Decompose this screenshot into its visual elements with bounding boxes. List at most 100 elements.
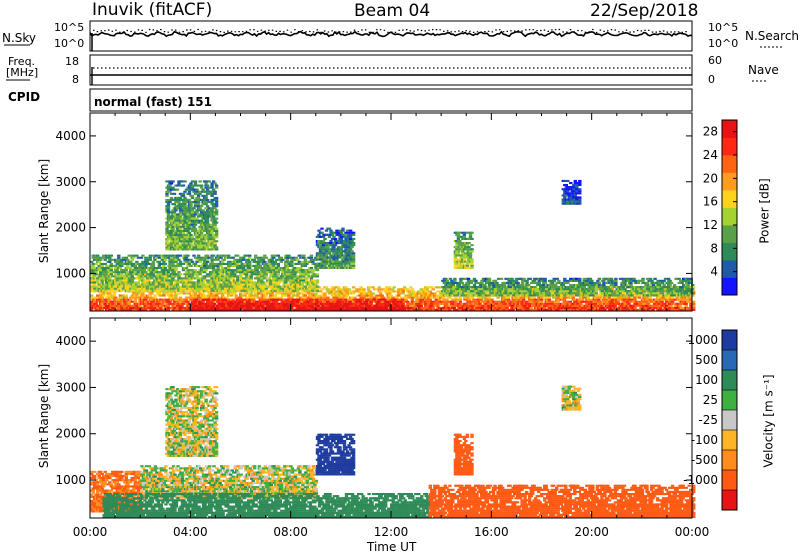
- power-data-cell: [93, 281, 97, 284]
- power-data-cell: [202, 277, 207, 280]
- power-data-cell: [174, 294, 178, 297]
- power-data-cell: [127, 285, 131, 288]
- power-data-cell: [494, 302, 499, 305]
- power-data-cell: [333, 298, 337, 301]
- cpid-label: CPID: [8, 90, 41, 104]
- power-data-cell: [345, 290, 350, 293]
- power-data-cell: [255, 269, 259, 272]
- power-data-cell: [250, 308, 254, 311]
- power-data-cell: [645, 298, 649, 301]
- power-data-cell: [223, 298, 227, 301]
- power-data-cell: [379, 288, 383, 291]
- power-data-cell: [645, 304, 649, 307]
- power-data-cell: [233, 264, 237, 267]
- power-data-cell: [249, 277, 253, 280]
- power-data-cell: [640, 300, 645, 303]
- power-data-cell: [357, 298, 361, 301]
- power-data-cell: [231, 256, 235, 259]
- power-data-cell: [120, 262, 124, 265]
- power-data-cell: [144, 298, 148, 301]
- power-data-cell: [334, 302, 339, 305]
- power-data-cell: [553, 304, 557, 307]
- power-data-cell: [121, 271, 125, 274]
- power-data-cell: [163, 254, 168, 257]
- power-data-cell: [392, 304, 396, 307]
- power-data-cell: [109, 271, 113, 274]
- power-data-cell: [141, 292, 145, 295]
- power-data-cell: [219, 256, 223, 259]
- power-data-cell: [397, 302, 401, 305]
- power-data-cell: [325, 298, 330, 301]
- power-data-cell: [133, 306, 137, 309]
- power-data-cell: [372, 308, 376, 311]
- power-data-cell: [586, 296, 590, 299]
- power-data-cell: [344, 286, 348, 289]
- power-data-cell: [540, 300, 544, 303]
- power-data-cell: [172, 273, 177, 276]
- power-data-cell: [103, 262, 107, 265]
- power-data-cell: [307, 308, 312, 311]
- power-data-cell: [235, 300, 239, 303]
- power-data-cell: [103, 258, 107, 261]
- power-data-cell: [144, 308, 148, 311]
- power-data-cell: [148, 267, 153, 270]
- power-data-cell: [135, 260, 139, 263]
- power-data-cell: [433, 292, 437, 295]
- power-data-cell: [642, 302, 646, 305]
- power-data-cell: [97, 275, 101, 278]
- power-data-cell: [381, 304, 385, 307]
- power-data-cell: [195, 275, 199, 278]
- power-data-cell: [117, 300, 121, 303]
- power-data-cell: [180, 298, 184, 301]
- power-data-cell: [340, 306, 345, 309]
- power-data-cell: [243, 292, 247, 295]
- power-data-cell: [344, 296, 348, 299]
- power-data-cell: [673, 304, 678, 307]
- power-data-cell: [159, 277, 163, 280]
- power-data-cell: [240, 262, 244, 265]
- power-data-cell: [96, 298, 100, 301]
- power-data-cell: [303, 298, 307, 301]
- power-data-cell: [452, 298, 457, 301]
- power-data-cell: [404, 296, 408, 299]
- power-data-cell: [490, 302, 494, 305]
- power-data-cell: [198, 260, 202, 263]
- power-data-cell: [198, 292, 202, 295]
- power-data-cell: [313, 306, 318, 309]
- power-data-cell: [264, 298, 268, 301]
- power-data-cell: [246, 302, 250, 305]
- power-data-cell: [202, 279, 207, 282]
- power-data-cell: [454, 300, 458, 303]
- power-data-cell: [341, 290, 345, 293]
- power-data-cell: [337, 300, 342, 303]
- power-data-cell: [230, 292, 234, 295]
- power-data-cell: [424, 290, 428, 293]
- power-data-cell: [409, 306, 413, 309]
- power-data-cell: [222, 285, 226, 288]
- power-data-cell: [318, 290, 323, 293]
- power-data-cell: [565, 300, 569, 303]
- power-data-cell: [401, 288, 405, 291]
- power-data-cell: [215, 304, 220, 307]
- power-data-cell: [199, 256, 204, 259]
- power-data-cell: [294, 302, 298, 305]
- power-data-cell: [184, 302, 189, 305]
- power-data-cell: [151, 306, 156, 309]
- power-data-cell: [343, 302, 348, 305]
- power-data-cell: [255, 300, 259, 303]
- power-data-cell: [124, 296, 128, 299]
- power-data-cell: [249, 294, 253, 297]
- power-data-cell: [347, 288, 351, 291]
- power-data-cell: [196, 294, 201, 297]
- power-data-cell: [160, 258, 165, 261]
- power-data-cell: [448, 296, 452, 299]
- power-data-cell: [303, 296, 308, 299]
- power-data-cell: [678, 302, 682, 305]
- power-data-cell: [416, 290, 420, 293]
- power-data-cell: [689, 300, 693, 303]
- power-data-cell: [184, 292, 189, 295]
- power-data-cell: [351, 306, 355, 309]
- power-data-cell: [534, 298, 538, 301]
- power-data-cell: [202, 283, 207, 286]
- power-data-cell: [428, 298, 432, 301]
